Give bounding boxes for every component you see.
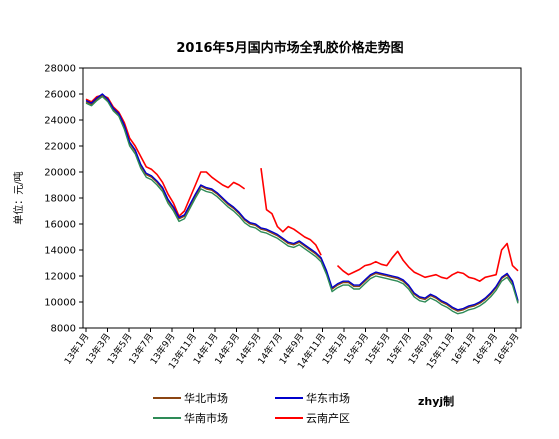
legend-label-3: 云南产区 [306,411,350,425]
y-axis: 8000 10000 12000 14000 16000 18000 20000 22000 2… [44,64,83,335]
legend-label-0: 华北市场 [184,391,228,405]
y-tick-label: 28000 [44,64,76,75]
legend-label-1: 华东市场 [306,391,350,405]
y-tick-label: 26000 [44,90,76,101]
legend-label-2: 华南市场 [184,411,228,425]
y-tick-label: 12000 [44,272,76,283]
y-tick-label: 8000 [51,324,76,335]
chart-title: 2016年5月国内市场全乳胶价格走势图 [176,40,403,56]
y-tick-label: 10000 [44,298,76,309]
series-line-1 [85,93,519,311]
y-axis-label-text: 单位：元/吨 [12,171,25,224]
y-tick-label: 16000 [44,220,76,231]
y-tick-label: 14000 [44,246,76,257]
series-line-0 [85,94,519,312]
y-tick-label: 18000 [44,194,76,205]
y-axis-label: 单位：元/吨 [12,171,25,224]
series-line-2 [85,95,519,315]
y-tick-label: 24000 [44,116,76,127]
series-lines [85,93,519,315]
credit-text: zhyj制 [418,394,454,408]
plot-area [82,67,522,329]
x-axis: 13年1月13年3月13年5月13年7月13年9月13年11月14年1月14年3… [61,328,521,371]
y-tick-label: 20000 [44,168,76,179]
y-tick-label: 22000 [44,142,76,153]
